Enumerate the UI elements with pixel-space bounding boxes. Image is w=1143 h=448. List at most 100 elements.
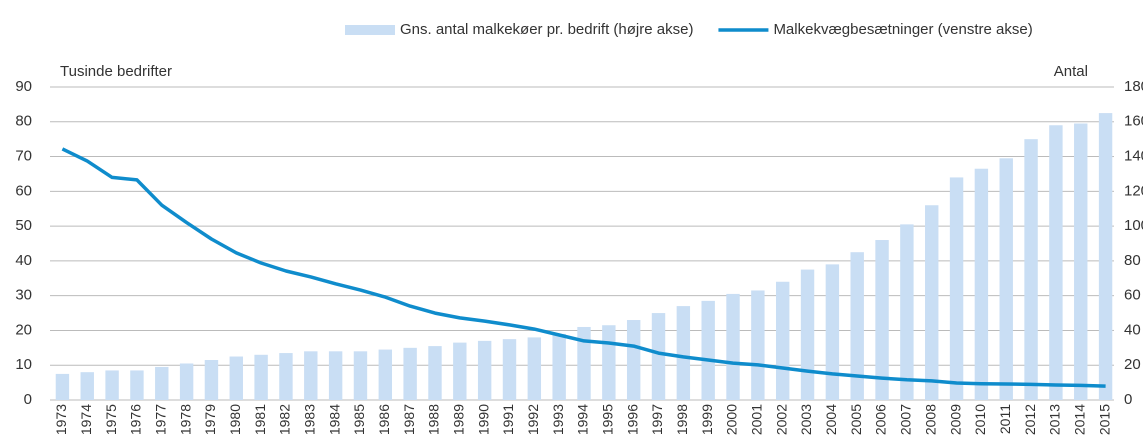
x-tick-label: 1995	[600, 404, 616, 435]
x-tick-label: 2007	[898, 404, 914, 435]
x-tick-label: 1998	[674, 404, 690, 435]
x-tick-label: 1985	[351, 404, 367, 435]
x-tick-label: 1997	[649, 404, 665, 435]
bar	[428, 346, 442, 400]
bar	[130, 370, 144, 400]
bar	[875, 240, 889, 400]
bar	[403, 347, 417, 400]
x-tick-label: 2001	[749, 404, 765, 435]
bar	[900, 224, 914, 400]
x-tick-label: 2015	[1096, 404, 1112, 435]
x-tick-label: 1981	[252, 404, 268, 435]
x-tick-label: 2013	[1047, 404, 1063, 435]
x-tick-label: 2005	[848, 404, 864, 435]
y-tick-label: 50	[15, 217, 32, 234]
bar	[626, 320, 641, 400]
bar	[676, 306, 691, 400]
bar	[751, 290, 765, 400]
bar	[800, 269, 815, 400]
bar	[502, 339, 517, 400]
y2-tick-label: 180	[1124, 78, 1143, 95]
y2-tick-label: 80	[1124, 252, 1141, 269]
y2-tick-label: 20	[1124, 356, 1141, 373]
y-tick-label: 10	[15, 356, 32, 373]
bar	[1024, 139, 1038, 400]
x-tick-label: 1974	[78, 404, 94, 435]
x-tick-label: 1984	[326, 404, 342, 435]
bar	[328, 351, 343, 400]
y2-tick-label: 100	[1124, 217, 1143, 234]
x-tick-label: 1988	[426, 404, 442, 435]
x-tick-label: 2011	[997, 404, 1013, 434]
x-tick-label: 2014	[1071, 404, 1087, 435]
bar	[825, 264, 840, 400]
bar	[527, 337, 542, 400]
bar	[1098, 113, 1113, 400]
x-tick-label: 2006	[873, 404, 889, 435]
bar	[378, 349, 393, 400]
bar	[55, 373, 70, 400]
bar	[179, 363, 194, 400]
x-tick-label: 2000	[724, 404, 740, 435]
bar	[204, 360, 219, 400]
bar	[775, 281, 790, 400]
bar	[850, 252, 864, 400]
y2-tick-label: 120	[1124, 182, 1143, 199]
bar	[279, 353, 293, 400]
bar	[80, 372, 94, 400]
legend-label: Malkekvægbesætninger (venstre akse)	[773, 21, 1032, 38]
y2-tick-label: 60	[1124, 287, 1141, 304]
y-tick-label: 20	[15, 321, 32, 338]
y2-tick-label: 0	[1124, 391, 1132, 408]
bar	[105, 370, 119, 400]
bar	[1074, 123, 1088, 401]
x-tick-label: 2010	[972, 404, 988, 435]
bar	[304, 351, 318, 400]
bar	[651, 313, 666, 400]
x-tick-label: 1982	[277, 404, 293, 435]
y-tick-label: 60	[15, 182, 32, 199]
x-tick-label: 2012	[1022, 404, 1038, 435]
x-tick-label: 1987	[401, 404, 417, 435]
bar	[155, 366, 169, 400]
bar	[552, 333, 566, 400]
x-tick-label: 1992	[525, 404, 541, 435]
x-tick-label: 1996	[624, 404, 640, 435]
x-tick-label: 1986	[376, 404, 392, 435]
bar	[229, 356, 243, 400]
bar	[925, 205, 939, 400]
bar	[602, 325, 616, 400]
bar	[949, 177, 964, 400]
y-axis-label: Tusinde bedrifter	[60, 63, 172, 80]
bar	[999, 158, 1013, 400]
x-tick-label: 1980	[227, 404, 243, 435]
x-tick-label: 1979	[202, 404, 218, 435]
x-tick-label: 1976	[128, 404, 144, 435]
line	[61, 147, 1106, 388]
x-tick-label: 1983	[301, 404, 317, 435]
bar	[254, 354, 268, 400]
y2-tick-label: 160	[1124, 113, 1143, 130]
x-tick-label: 1977	[152, 404, 168, 435]
x-tick-label: 1993	[550, 404, 566, 435]
bar	[974, 168, 989, 400]
x-tick-label: 1978	[177, 404, 193, 435]
x-tick-label: 1991	[500, 404, 516, 435]
bar	[726, 293, 740, 400]
bar	[701, 300, 715, 400]
bar	[453, 342, 467, 400]
x-tick-label: 1990	[475, 404, 491, 435]
y-tick-label: 0	[24, 391, 32, 408]
x-tick-label: 2004	[823, 404, 839, 435]
bar	[353, 351, 368, 400]
bar	[1049, 125, 1063, 400]
x-tick-label: 2009	[947, 404, 963, 435]
bar	[577, 326, 591, 400]
x-tick-label: 1989	[451, 404, 467, 435]
x-tick-label: 1973	[53, 404, 69, 435]
bar	[477, 340, 492, 400]
y-tick-label: 70	[15, 148, 32, 165]
y-tick-label: 80	[15, 113, 32, 130]
y2-axis-label: Antal	[1054, 63, 1088, 80]
